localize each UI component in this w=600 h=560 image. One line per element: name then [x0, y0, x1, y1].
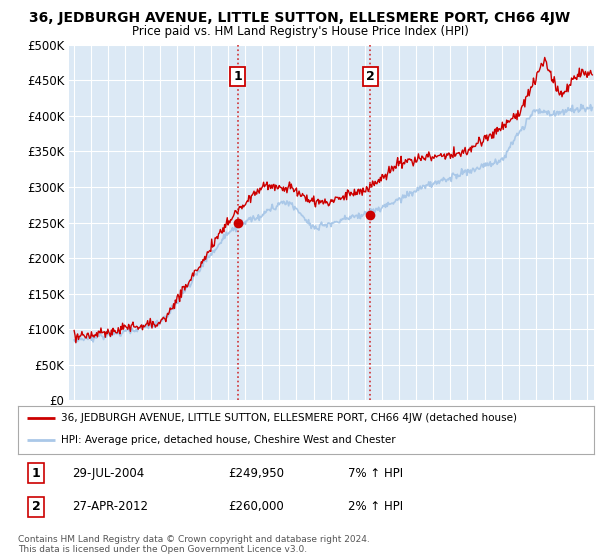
Text: 2: 2 [32, 500, 40, 514]
Text: 27-APR-2012: 27-APR-2012 [72, 500, 148, 514]
Text: 1: 1 [32, 466, 40, 480]
Text: 2: 2 [366, 71, 374, 83]
Text: 7% ↑ HPI: 7% ↑ HPI [348, 466, 403, 480]
Text: £249,950: £249,950 [228, 466, 284, 480]
Text: Price paid vs. HM Land Registry's House Price Index (HPI): Price paid vs. HM Land Registry's House … [131, 25, 469, 38]
Text: HPI: Average price, detached house, Cheshire West and Chester: HPI: Average price, detached house, Ches… [61, 435, 396, 445]
Text: £260,000: £260,000 [228, 500, 284, 514]
Text: 2% ↑ HPI: 2% ↑ HPI [348, 500, 403, 514]
Text: 36, JEDBURGH AVENUE, LITTLE SUTTON, ELLESMERE PORT, CH66 4JW (detached house): 36, JEDBURGH AVENUE, LITTLE SUTTON, ELLE… [61, 413, 517, 423]
Text: 36, JEDBURGH AVENUE, LITTLE SUTTON, ELLESMERE PORT, CH66 4JW: 36, JEDBURGH AVENUE, LITTLE SUTTON, ELLE… [29, 11, 571, 25]
Text: 1: 1 [233, 71, 242, 83]
Text: 29-JUL-2004: 29-JUL-2004 [72, 466, 144, 480]
Text: Contains HM Land Registry data © Crown copyright and database right 2024.
This d: Contains HM Land Registry data © Crown c… [18, 535, 370, 554]
